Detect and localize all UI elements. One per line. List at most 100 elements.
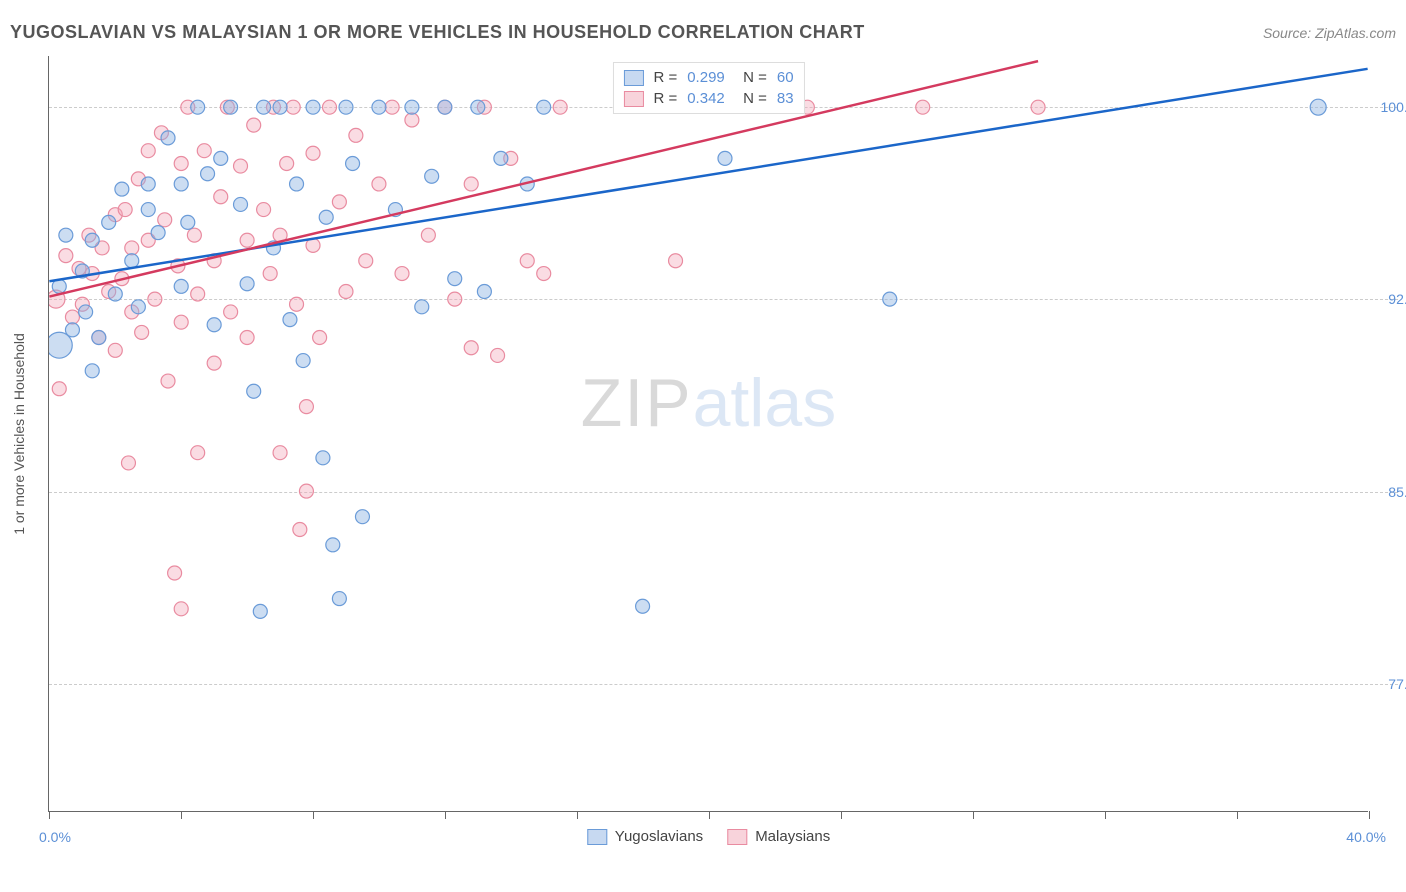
data-point (669, 254, 683, 268)
data-point (108, 343, 122, 357)
x-tick (1369, 811, 1370, 819)
data-point (326, 538, 340, 552)
data-point (263, 267, 277, 281)
data-point (290, 177, 304, 191)
legend-n-label: N = (735, 90, 767, 107)
data-point (141, 203, 155, 217)
legend-swatch-malaysian (623, 91, 643, 107)
data-point (102, 215, 116, 229)
x-tick (445, 811, 446, 819)
data-point (359, 254, 373, 268)
legend-n-value-2: 83 (777, 90, 794, 107)
data-point (253, 604, 267, 618)
data-point (553, 100, 567, 114)
data-point (234, 159, 248, 173)
data-point (240, 331, 254, 345)
data-point (299, 484, 313, 498)
chart-container: YUGOSLAVIAN VS MALAYSIAN 1 OR MORE VEHIC… (0, 0, 1406, 892)
x-axis-max-label: 40.0% (1346, 829, 1386, 845)
x-tick (1237, 811, 1238, 819)
data-point (115, 182, 129, 196)
title-bar: YUGOSLAVIAN VS MALAYSIAN 1 OR MORE VEHIC… (10, 22, 1396, 43)
data-point (464, 341, 478, 355)
legend-r-label: R = (653, 69, 677, 86)
data-point (405, 100, 419, 114)
data-point (125, 254, 139, 268)
data-point (247, 118, 261, 132)
data-point (174, 279, 188, 293)
data-point (464, 177, 478, 191)
data-point (52, 382, 66, 396)
data-point (372, 100, 386, 114)
data-point (151, 226, 165, 240)
data-point (718, 151, 732, 165)
data-point (306, 100, 320, 114)
data-point (191, 287, 205, 301)
x-tick (181, 811, 182, 819)
data-point (257, 203, 271, 217)
x-axis-min-label: 0.0% (39, 829, 71, 845)
data-point (59, 249, 73, 263)
x-tick (577, 811, 578, 819)
data-point (181, 215, 195, 229)
data-point (148, 292, 162, 306)
data-point (207, 318, 221, 332)
data-point (293, 522, 307, 536)
data-point (158, 213, 172, 227)
data-point (290, 297, 304, 311)
data-point (174, 177, 188, 191)
data-point (92, 331, 106, 345)
data-point (174, 602, 188, 616)
data-point (448, 272, 462, 286)
data-point (273, 100, 287, 114)
legend-r-value-1: 0.299 (687, 69, 725, 86)
data-point (537, 100, 551, 114)
data-point (59, 228, 73, 242)
data-point (636, 599, 650, 613)
legend-label: Malaysians (755, 828, 830, 845)
data-point (306, 146, 320, 160)
data-point (332, 592, 346, 606)
data-point (141, 177, 155, 191)
data-point (125, 241, 139, 255)
data-point (224, 305, 238, 319)
data-point (537, 267, 551, 281)
y-tick-label: 92.5% (1373, 291, 1406, 307)
data-point (161, 131, 175, 145)
data-point (339, 100, 353, 114)
x-tick (1105, 811, 1106, 819)
data-point (283, 313, 297, 327)
legend-series: Yugoslavians Malaysians (587, 828, 830, 845)
data-point (349, 128, 363, 142)
data-point (491, 348, 505, 362)
data-point (85, 233, 99, 247)
chart-svg (49, 56, 1368, 811)
data-point (240, 277, 254, 291)
data-point (224, 100, 238, 114)
data-point (405, 113, 419, 127)
data-point (355, 510, 369, 524)
data-point (240, 233, 254, 247)
data-point (214, 151, 228, 165)
data-point (339, 284, 353, 298)
data-point (415, 300, 429, 314)
data-point (273, 446, 287, 460)
data-point (141, 144, 155, 158)
trend-line (49, 61, 1038, 296)
data-point (883, 292, 897, 306)
legend-item-malaysians: Malaysians (727, 828, 830, 845)
x-tick (49, 811, 50, 819)
data-point (438, 100, 452, 114)
data-point (234, 197, 248, 211)
data-point (131, 300, 145, 314)
source-attribution: Source: ZipAtlas.com (1263, 25, 1396, 41)
data-point (395, 267, 409, 281)
x-tick (709, 811, 710, 819)
data-point (477, 284, 491, 298)
data-point (316, 451, 330, 465)
plot-area: 1 or more Vehicles in Household ZIPatlas… (48, 56, 1368, 812)
legend-n-label: N = (735, 69, 767, 86)
y-axis-title: 1 or more Vehicles in Household (11, 333, 27, 535)
data-point (187, 228, 201, 242)
data-point (247, 384, 261, 398)
